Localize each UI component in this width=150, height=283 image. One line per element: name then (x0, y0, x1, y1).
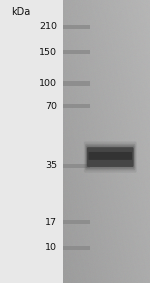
FancyBboxPatch shape (88, 152, 132, 160)
FancyBboxPatch shape (63, 164, 90, 168)
FancyBboxPatch shape (84, 142, 137, 173)
FancyBboxPatch shape (63, 50, 90, 54)
FancyBboxPatch shape (63, 0, 150, 283)
Text: 70: 70 (45, 102, 57, 111)
Text: 100: 100 (39, 79, 57, 88)
FancyBboxPatch shape (86, 145, 135, 169)
FancyBboxPatch shape (87, 147, 134, 167)
Text: 10: 10 (45, 243, 57, 252)
FancyBboxPatch shape (63, 220, 90, 224)
Text: 17: 17 (45, 218, 57, 227)
FancyBboxPatch shape (63, 81, 90, 86)
Text: 150: 150 (39, 48, 57, 57)
FancyBboxPatch shape (63, 25, 90, 29)
Text: 210: 210 (39, 22, 57, 31)
FancyBboxPatch shape (63, 246, 90, 250)
Text: kDa: kDa (11, 7, 31, 17)
FancyBboxPatch shape (63, 104, 90, 108)
FancyBboxPatch shape (85, 144, 135, 170)
Text: 35: 35 (45, 161, 57, 170)
